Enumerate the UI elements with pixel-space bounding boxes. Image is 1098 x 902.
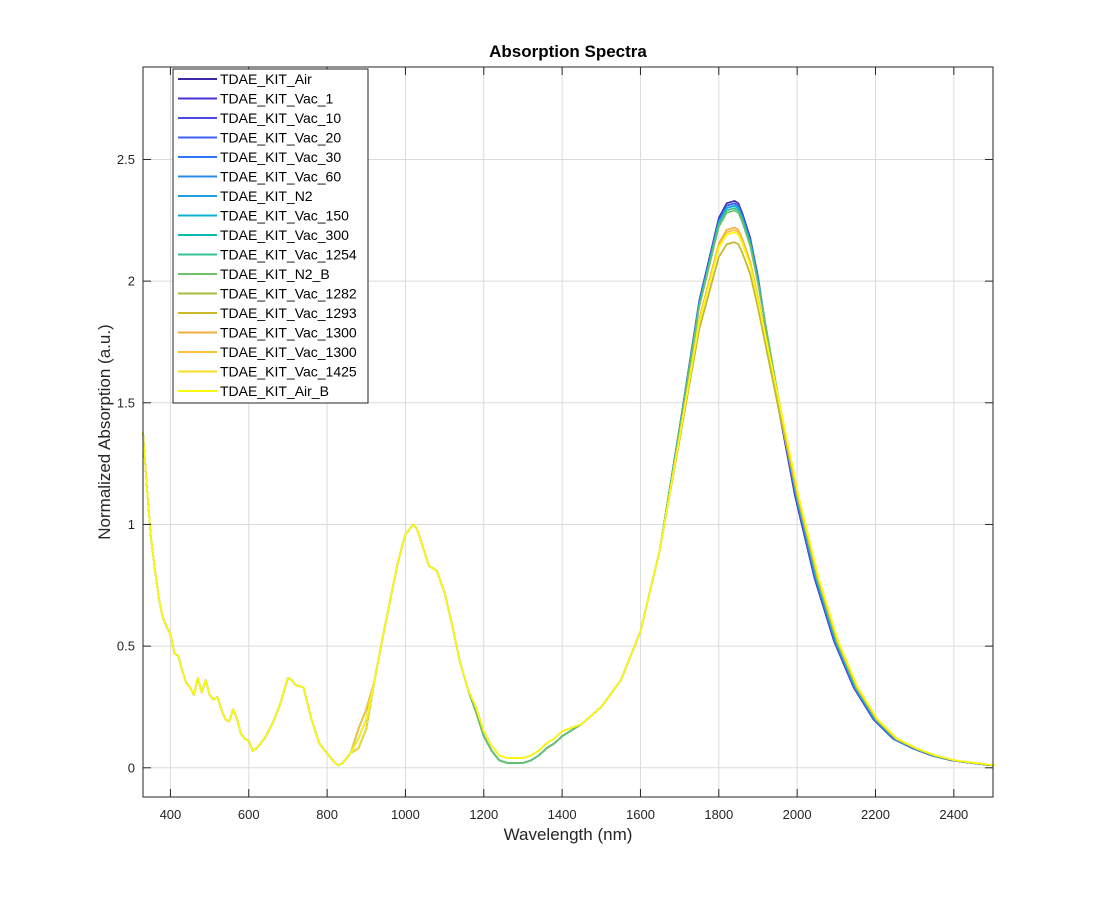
legend-entry[interactable]: TDAE_KIT_Vac_30 bbox=[178, 149, 341, 165]
legend-entry[interactable]: TDAE_KIT_Vac_1425 bbox=[178, 364, 357, 380]
legend-label: TDAE_KIT_Vac_30 bbox=[220, 149, 341, 165]
legend-entry[interactable]: TDAE_KIT_Air bbox=[178, 71, 312, 87]
x-tick-label: 1800 bbox=[704, 807, 733, 822]
x-tick-label: 600 bbox=[238, 807, 260, 822]
legend-entry[interactable]: TDAE_KIT_Air_B bbox=[178, 383, 329, 399]
legend[interactable]: TDAE_KIT_Air TDAE_KIT_Vac_1 TDAE_KIT_Vac_1… bbox=[172, 68, 369, 404]
legend-label: TDAE_KIT_Vac_1300 bbox=[220, 325, 357, 341]
legend-label: TDAE_KIT_N2 bbox=[220, 188, 313, 204]
legend-label: TDAE_KIT_Vac_1425 bbox=[220, 364, 357, 380]
y-tick-label: 2.5 bbox=[117, 152, 135, 167]
legend-entry[interactable]: TDAE_KIT_N2_B bbox=[178, 266, 330, 282]
x-tick-label: 1200 bbox=[469, 807, 498, 822]
x-tick-label: 400 bbox=[160, 807, 182, 822]
legend-entry[interactable]: TDAE_KIT_Vac_60 bbox=[178, 169, 341, 185]
x-tick-label: 2200 bbox=[861, 807, 890, 822]
legend-label: TDAE_KIT_Vac_20 bbox=[220, 130, 341, 146]
legend-entry[interactable]: TDAE_KIT_Vac_1300 bbox=[178, 325, 357, 341]
x-tick-label: 1600 bbox=[626, 807, 655, 822]
legend-entry[interactable]: TDAE_KIT_Vac_20 bbox=[178, 130, 341, 146]
y-tick-label: 0 bbox=[128, 760, 135, 775]
legend-entry[interactable]: TDAE_KIT_Vac_150 bbox=[178, 208, 349, 224]
x-tick-label: 2000 bbox=[783, 807, 812, 822]
legend-label: TDAE_KIT_Air bbox=[220, 71, 312, 87]
legend-entry[interactable]: TDAE_KIT_Vac_1282 bbox=[178, 286, 357, 302]
legend-entry[interactable]: TDAE_KIT_Vac_1254 bbox=[178, 247, 357, 263]
series-layer bbox=[142, 200, 996, 767]
legend-entry[interactable]: TDAE_KIT_Vac_10 bbox=[178, 110, 341, 126]
x-tick-label: 1000 bbox=[391, 807, 420, 822]
axes-frame bbox=[142, 66, 994, 798]
legend-items: TDAE_KIT_Air TDAE_KIT_Vac_1 TDAE_KIT_Vac_1… bbox=[178, 71, 357, 399]
x-tick-label: 1400 bbox=[548, 807, 577, 822]
legend-entry[interactable]: TDAE_KIT_Vac_1293 bbox=[178, 305, 357, 321]
legend-label: TDAE_KIT_Vac_300 bbox=[220, 227, 349, 243]
legend-label: TDAE_KIT_Vac_150 bbox=[220, 208, 349, 224]
y-tick-label: 1.5 bbox=[117, 395, 135, 410]
legend-entry[interactable]: TDAE_KIT_N2 bbox=[178, 188, 313, 204]
legend-entry[interactable]: TDAE_KIT_Vac_1 bbox=[178, 91, 334, 107]
legend-label: TDAE_KIT_Vac_1300 bbox=[220, 344, 357, 360]
x-tick-label: 2400 bbox=[939, 807, 968, 822]
y-tick-label: 2 bbox=[128, 274, 135, 289]
y-axis-label: Normalized Absorption (a.u.) bbox=[95, 324, 114, 539]
y-tick-label: 0.5 bbox=[117, 639, 135, 654]
legend-label: TDAE_KIT_Vac_10 bbox=[220, 110, 341, 126]
x-tick-label: 800 bbox=[316, 807, 338, 822]
legend-entry[interactable]: TDAE_KIT_Vac_300 bbox=[178, 227, 349, 243]
legend-label: TDAE_KIT_Vac_60 bbox=[220, 169, 341, 185]
legend-label: TDAE_KIT_Vac_1 bbox=[220, 91, 334, 107]
x-axis-label: Wavelength (nm) bbox=[504, 825, 633, 844]
legend-label: TDAE_KIT_Air_B bbox=[220, 383, 329, 399]
legend-label: TDAE_KIT_N2_B bbox=[220, 266, 330, 282]
legend-entry[interactable]: TDAE_KIT_Vac_1300 bbox=[178, 344, 357, 360]
legend-label: TDAE_KIT_Vac_1282 bbox=[220, 286, 357, 302]
series-line bbox=[142, 231, 996, 767]
y-tick-label: 1 bbox=[128, 517, 135, 532]
legend-label: TDAE_KIT_Vac_1293 bbox=[220, 305, 357, 321]
grid-layer bbox=[143, 67, 993, 797]
tick-layer: 400 600 800 1000 1200 1400 1600 1800 2000 2200 240… bbox=[117, 67, 993, 822]
legend-label: TDAE_KIT_Vac_1254 bbox=[220, 247, 357, 263]
chart-title: Absorption Spectra bbox=[489, 42, 647, 61]
